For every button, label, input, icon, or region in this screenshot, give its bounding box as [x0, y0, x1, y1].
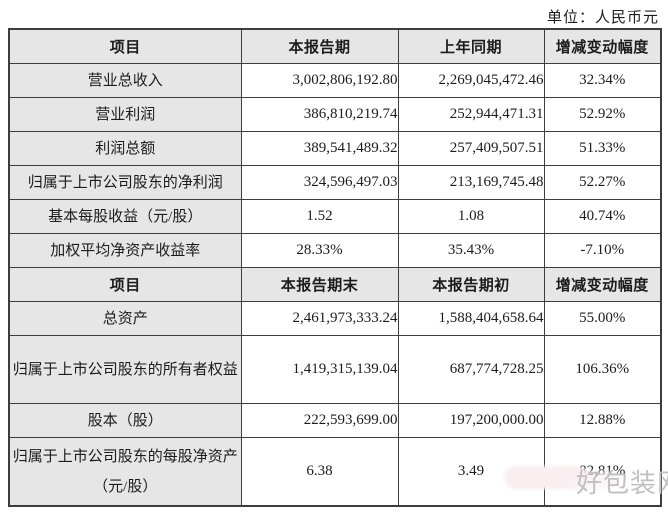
column-header-current-period: 本报告期: [240, 28, 399, 64]
cell-change-value: 55.00%: [543, 301, 662, 336]
table-row-basic-eps: 基本每股收益（元/股） 1.52 1.08 40.74%: [8, 199, 662, 234]
cell-prior-value: 1,588,404,658.64: [397, 301, 545, 336]
row-label: 股本（股）: [8, 403, 242, 438]
cell-prior-value: 687,774,728.25: [397, 335, 545, 404]
column-header-item: 项目: [8, 28, 242, 64]
cell-prior-value: 257,409,507.51: [397, 131, 545, 166]
cell-prior-value: 2,269,045,472.46: [397, 63, 545, 98]
column-header-period-end: 本报告期末: [240, 267, 399, 302]
table-row-weighted-roe: 加权平均净资产收益率 28.33% 35.43% -7.10%: [8, 233, 662, 268]
cell-change-value: 12.88%: [543, 403, 662, 438]
cell-change-value: 40.74%: [543, 199, 662, 234]
cell-prior-value: 213,169,745.48: [397, 165, 545, 200]
cell-change-value: 52.27%: [543, 165, 662, 200]
cell-change-value: 51.33%: [543, 131, 662, 166]
cell-current-value: 389,541,489.32: [240, 131, 399, 166]
table2-header-row: 项目 本报告期末 本报告期初 增减变动幅度: [8, 267, 662, 302]
table1-header-row: 项目 本报告期 上年同期 增减变动幅度: [8, 28, 662, 64]
row-label: 加权平均净资产收益率: [8, 233, 242, 268]
watermark-blur-patch-small: [560, 471, 620, 488]
row-label: 利润总额: [8, 131, 242, 166]
cell-change-value: -7.10%: [543, 233, 662, 268]
cell-current-value: 28.33%: [240, 233, 399, 268]
cell-change-value: 52.92%: [543, 97, 662, 132]
column-header-prior-period: 上年同期: [397, 28, 545, 64]
cell-prior-value: 1.08: [397, 199, 545, 234]
row-label: 基本每股收益（元/股）: [8, 199, 242, 234]
cell-current-value: 324,596,497.03: [240, 165, 399, 200]
financial-summary-table: 项目 本报告期 上年同期 增减变动幅度 营业总收入 3,002,806,192.…: [8, 28, 662, 507]
cell-current-value: 1,419,315,139.04: [240, 335, 399, 404]
row-label: 总资产: [8, 301, 242, 336]
site-watermark: 好包装网: [576, 469, 668, 498]
cell-prior-value: 197,200,000.00: [397, 403, 545, 438]
column-header-change: 增减变动幅度: [543, 28, 662, 64]
cell-prior-value: 35.43%: [397, 233, 545, 268]
cell-prior-value: 252,944,471.31: [397, 97, 545, 132]
row-label: 归属于上市公司股东的所有者权益: [8, 335, 242, 404]
column-header-period-start: 本报告期初: [397, 267, 545, 302]
table-row-total-assets: 总资产 2,461,973,333.24 1,588,404,658.64 55…: [8, 301, 662, 336]
table-row-share-capital: 股本（股） 222,593,699.00 197,200,000.00 12.8…: [8, 403, 662, 438]
cell-change-value: 106.36%: [543, 335, 662, 404]
column-header-change: 增减变动幅度: [543, 267, 662, 302]
table-row-total-revenue: 营业总收入 3,002,806,192.80 2,269,045,472.46 …: [8, 63, 662, 98]
row-label: 归属于上市公司股东的每股净资产（元/股）: [8, 437, 242, 507]
row-label: 归属于上市公司股东的净利润: [8, 165, 242, 200]
cell-current-value: 222,593,699.00: [240, 403, 399, 438]
cell-current-value: 2,461,973,333.24: [240, 301, 399, 336]
cell-current-value: 6.38: [240, 437, 399, 507]
table-row-total-profit: 利润总额 389,541,489.32 257,409,507.51 51.33…: [8, 131, 662, 166]
table-row-operating-profit: 营业利润 386,810,219.74 252,944,471.31 52.92…: [8, 97, 662, 132]
cell-current-value: 386,810,219.74: [240, 97, 399, 132]
row-label: 营业总收入: [8, 63, 242, 98]
table-row-net-profit-attributable: 归属于上市公司股东的净利润 324,596,497.03 213,169,745…: [8, 165, 662, 200]
cell-current-value: 1.52: [240, 199, 399, 234]
cell-current-value: 3,002,806,192.80: [240, 63, 399, 98]
table-row-owners-equity: 归属于上市公司股东的所有者权益 1,419,315,139.04 687,774…: [8, 335, 662, 404]
cell-change-value: 32.34%: [543, 63, 662, 98]
currency-unit-label: 单位：人民币元: [546, 10, 659, 26]
row-label: 营业利润: [8, 97, 242, 132]
column-header-item: 项目: [8, 267, 242, 302]
